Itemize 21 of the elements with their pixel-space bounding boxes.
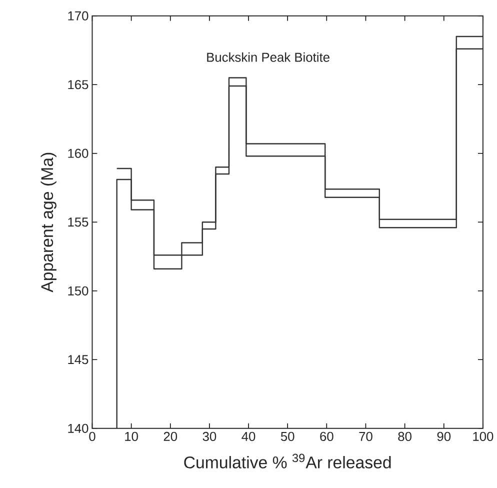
x-tick-label: 70 <box>359 432 372 442</box>
y-axis-title: Apparent age (Ma) <box>40 152 56 292</box>
x-tick-label: 30 <box>202 432 216 442</box>
y-tick-label: 155 <box>68 218 88 227</box>
x-tick-label: 100 <box>473 432 494 442</box>
y-tick-label: 150 <box>68 286 88 296</box>
annotation: Buckskin Peak Biotite <box>207 52 330 62</box>
x-tick-label: 10 <box>125 432 138 442</box>
x-tick-label: 0 <box>89 432 96 442</box>
x-tick-label: 50 <box>280 432 294 442</box>
y-tick-label: 160 <box>68 148 88 158</box>
x-tick-label: 20 <box>164 432 178 442</box>
x-tick-label: 80 <box>398 432 412 442</box>
y-tick-label: 170 <box>68 11 88 20</box>
x-tick-label: 90 <box>437 432 451 442</box>
y-tick-label: 165 <box>68 80 88 90</box>
x-axis-title: Cumulative % $^{39}$Ar released <box>184 454 391 468</box>
y-tick-label: 145 <box>68 355 88 364</box>
x-tick-label: 40 <box>242 432 256 442</box>
x-tick-label: 60 <box>320 432 334 442</box>
y-tick-label: 140 <box>68 424 88 433</box>
